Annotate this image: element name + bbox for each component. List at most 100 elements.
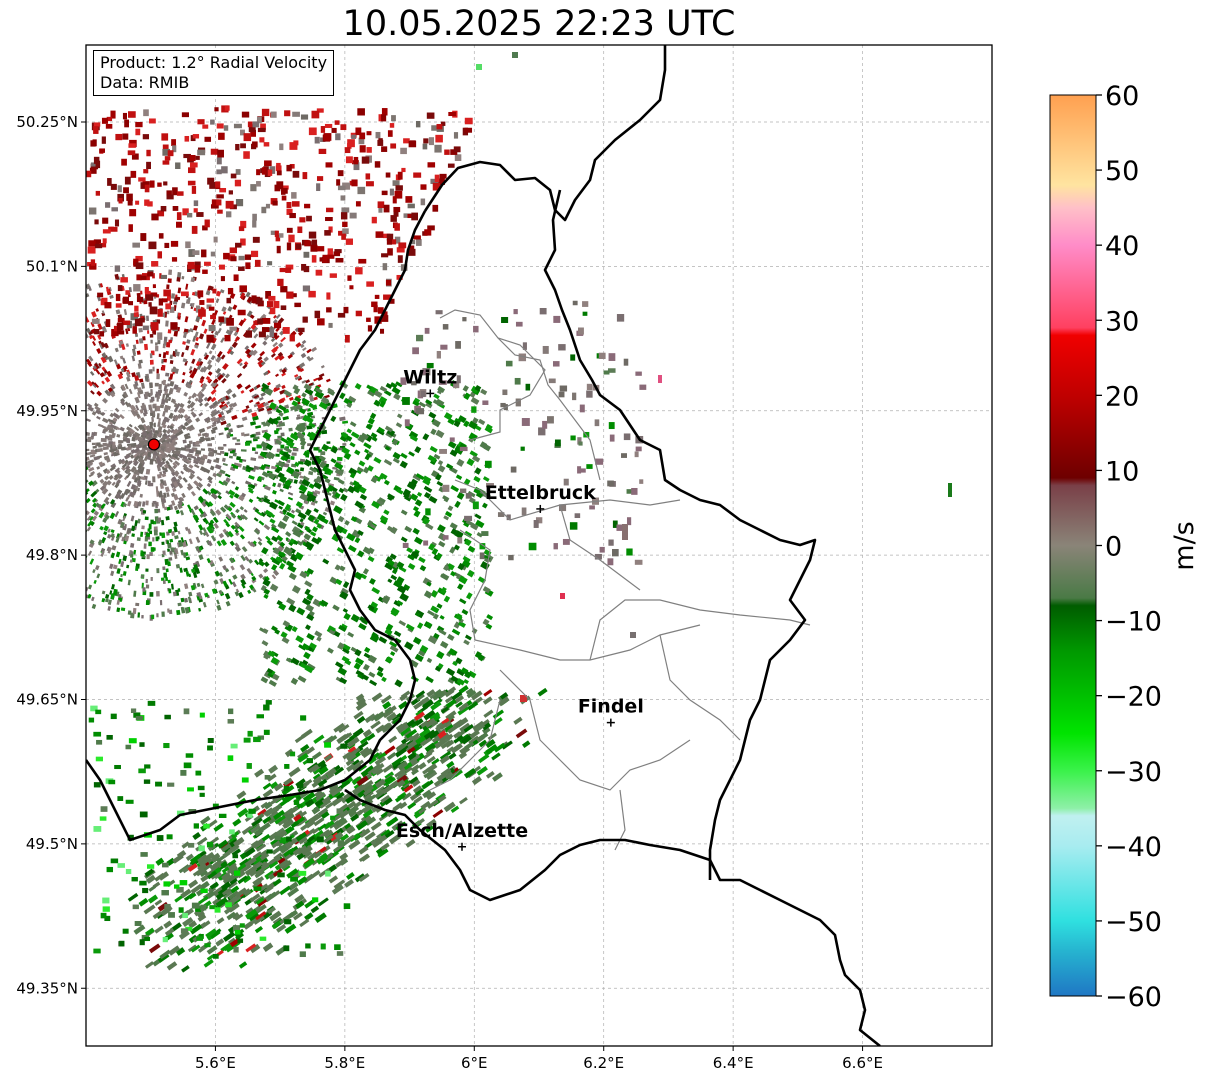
velocity-echo xyxy=(374,294,380,299)
velocity-echo xyxy=(267,381,271,386)
velocity-echo xyxy=(422,143,428,150)
velocity-echo xyxy=(198,309,206,317)
velocity-echo xyxy=(569,522,578,530)
velocity-echo xyxy=(241,408,249,414)
velocity-echo xyxy=(107,436,113,441)
velocity-echo xyxy=(185,345,190,351)
velocity-echo xyxy=(162,312,166,318)
velocity-echo xyxy=(138,338,144,344)
velocity-echo xyxy=(108,441,113,445)
velocity-echo xyxy=(240,238,246,246)
velocity-echo xyxy=(225,490,231,495)
velocity-echo xyxy=(198,460,205,466)
velocity-echo xyxy=(169,373,174,380)
velocity-echo xyxy=(373,305,378,313)
velocity-echo xyxy=(224,426,230,431)
velocity-echo xyxy=(246,310,253,317)
velocity-echo xyxy=(473,325,479,333)
velocity-echo xyxy=(435,429,445,439)
velocity-echo xyxy=(412,551,419,557)
velocity-echo xyxy=(284,919,292,925)
velocity-echo xyxy=(253,394,260,399)
velocity-echo xyxy=(121,393,126,399)
velocity-echo xyxy=(146,864,155,869)
velocity-echo xyxy=(335,661,344,669)
velocity-echo xyxy=(93,122,101,127)
velocity-echo xyxy=(277,317,285,324)
velocity-echo xyxy=(161,503,166,509)
velocity-echo xyxy=(228,578,233,585)
velocity-echo xyxy=(385,279,392,286)
velocity-echo xyxy=(227,306,233,312)
velocity-echo xyxy=(167,561,171,567)
velocity-echo xyxy=(320,365,325,369)
velocity-echo xyxy=(392,180,400,186)
velocity-echo xyxy=(186,418,193,425)
velocity-echo xyxy=(121,158,127,166)
velocity-echo xyxy=(126,193,133,201)
velocity-echo xyxy=(336,179,341,186)
velocity-echo xyxy=(290,405,297,411)
velocity-echo xyxy=(409,239,416,245)
velocity-echo xyxy=(375,131,381,139)
velocity-echo xyxy=(105,319,111,327)
velocity-echo xyxy=(146,161,151,170)
velocity-echo xyxy=(212,400,219,407)
velocity-echo xyxy=(227,530,234,538)
velocity-echo xyxy=(337,312,346,318)
velocity-echo xyxy=(317,376,324,381)
velocity-echo xyxy=(430,428,437,436)
velocity-echo xyxy=(271,523,277,529)
velocity-echo xyxy=(111,328,119,337)
velocity-echo xyxy=(156,835,164,841)
velocity-echo xyxy=(176,413,182,419)
velocity-echo xyxy=(161,611,165,617)
velocity-echo xyxy=(149,552,153,557)
velocity-echo xyxy=(216,372,222,379)
velocity-echo xyxy=(167,278,172,283)
velocity-echo xyxy=(215,181,221,188)
velocity-echo xyxy=(285,267,292,273)
velocity-echo xyxy=(87,593,92,599)
velocity-echo xyxy=(118,439,124,444)
velocity-echo xyxy=(327,254,335,259)
velocity-echo xyxy=(436,350,441,359)
velocity-echo xyxy=(147,480,151,487)
velocity-echo xyxy=(227,507,233,512)
velocity-echo xyxy=(89,521,95,527)
velocity-echo xyxy=(434,144,442,153)
velocity-echo xyxy=(378,207,383,213)
velocity-echo xyxy=(88,355,94,362)
velocity-echo xyxy=(157,308,163,317)
radar-site-marker xyxy=(147,438,161,451)
velocity-echo xyxy=(297,226,303,234)
velocity-echo xyxy=(237,591,244,599)
velocity-echo xyxy=(160,445,166,449)
velocity-echo xyxy=(92,365,97,370)
velocity-echo xyxy=(181,275,185,280)
velocity-echo xyxy=(140,275,147,280)
velocity-echo xyxy=(267,261,273,266)
velocity-echo xyxy=(409,659,419,668)
velocity-echo xyxy=(110,534,116,541)
velocity-echo xyxy=(108,474,114,480)
velocity-echo xyxy=(140,552,145,557)
velocity-echo xyxy=(320,126,326,133)
velocity-echo xyxy=(542,420,548,429)
velocity-echo xyxy=(209,519,215,525)
velocity-echo xyxy=(162,580,166,584)
velocity-echo xyxy=(114,265,121,272)
velocity-echo xyxy=(198,495,205,503)
velocity-echo xyxy=(151,614,155,620)
velocity-echo xyxy=(189,162,198,168)
velocity-echo xyxy=(115,491,121,498)
velocity-echo xyxy=(315,269,323,276)
velocity-echo xyxy=(219,450,225,454)
velocity-echo xyxy=(265,203,270,209)
velocity-echo xyxy=(102,897,110,904)
velocity-echo xyxy=(216,399,222,405)
velocity-echo xyxy=(333,476,340,481)
velocity-echo xyxy=(402,397,410,405)
velocity-echo xyxy=(130,409,136,416)
velocity-echo xyxy=(144,343,149,351)
